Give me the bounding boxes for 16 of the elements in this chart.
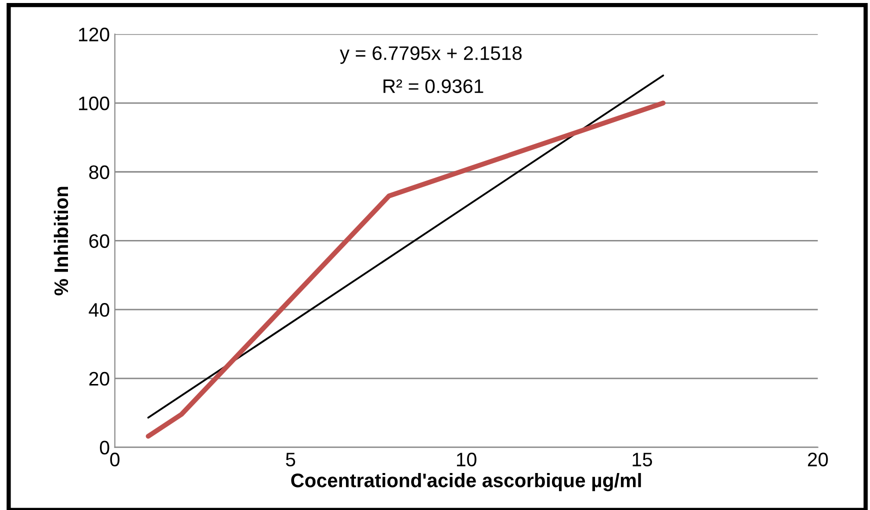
x-tick-label: 10 bbox=[456, 452, 476, 466]
y-tick-label: 80 bbox=[89, 165, 110, 180]
x-tick-label: 15 bbox=[632, 452, 652, 466]
x-tick-label: 0 bbox=[110, 452, 120, 466]
x-axis-title: Cocentrationd'acide ascorbique µg/ml bbox=[291, 473, 641, 492]
y-tick-label: 20 bbox=[89, 372, 110, 386]
y-tick-label: 60 bbox=[89, 234, 110, 248]
annotation: R² = 0.9361 bbox=[384, 79, 484, 94]
annotation: y = 6.7795x + 2.1518 bbox=[340, 46, 522, 64]
x-tick-label: 20 bbox=[808, 452, 828, 466]
y-tick-label: 40 bbox=[88, 303, 110, 317]
y-axis-title: % Inhibition bbox=[54, 186, 68, 296]
y-tick-label: 0 bbox=[100, 440, 110, 455]
y-tick-label: 100 bbox=[79, 96, 110, 110]
x-tick-label: 5 bbox=[286, 452, 296, 466]
y-tick-label: 120 bbox=[79, 28, 110, 42]
